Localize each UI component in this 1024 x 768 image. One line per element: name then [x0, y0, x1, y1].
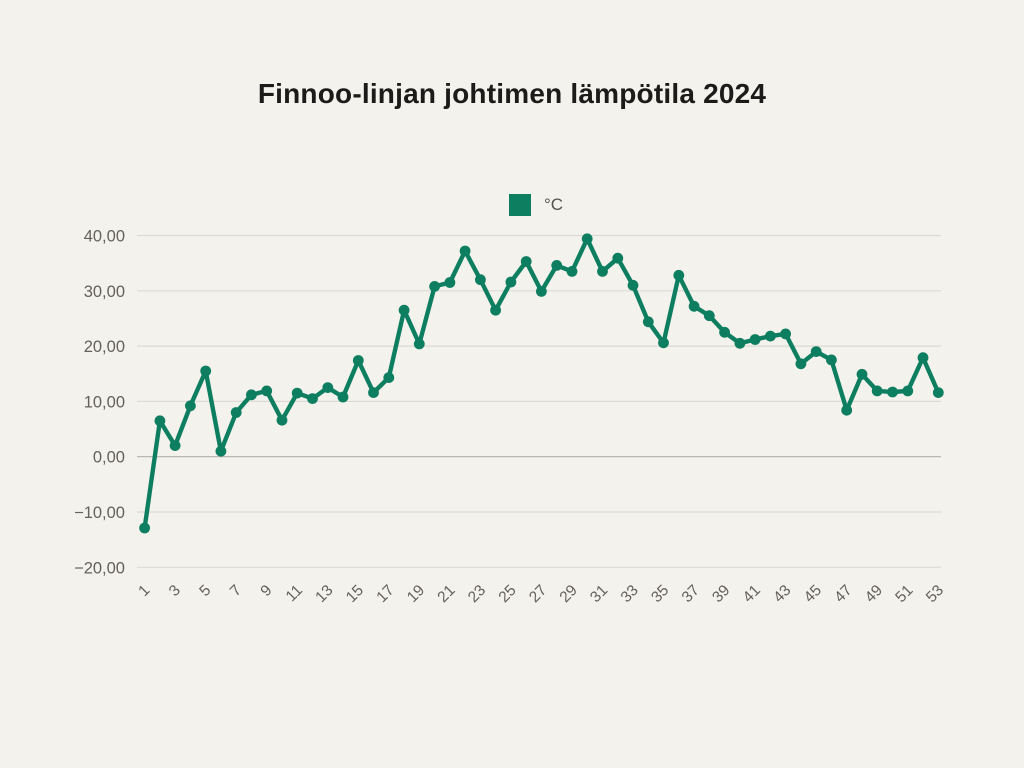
data-point	[566, 266, 578, 277]
x-tick-label: 1	[135, 582, 153, 600]
x-tick-label: 25	[496, 582, 520, 606]
data-point	[337, 391, 349, 403]
data-point	[169, 440, 181, 451]
data-point	[429, 281, 440, 292]
x-tick-label: 9	[257, 582, 275, 600]
data-point	[200, 365, 212, 377]
y-tick-label: 30,00	[84, 283, 125, 301]
x-tick-label: 33	[618, 582, 642, 606]
data-point	[398, 304, 410, 316]
data-point	[673, 269, 685, 281]
x-tick-label: 5	[196, 582, 214, 600]
data-point	[185, 400, 196, 412]
data-point	[795, 358, 807, 370]
data-point	[856, 368, 868, 380]
data-point	[581, 233, 593, 245]
data-point	[765, 330, 776, 342]
x-tick-label: 21	[434, 582, 458, 606]
data-point	[826, 354, 837, 366]
x-tick-label: 15	[343, 582, 367, 606]
data-point	[642, 316, 654, 328]
data-point	[719, 326, 730, 338]
y-tick-label: −20,00	[74, 559, 125, 577]
data-point	[230, 407, 242, 418]
x-tick-label: 51	[892, 582, 916, 606]
data-point	[597, 266, 608, 277]
data-point	[917, 352, 929, 364]
data-point	[261, 385, 273, 397]
data-point	[307, 393, 318, 404]
data-point	[459, 245, 471, 257]
data-point	[734, 337, 746, 349]
data-point	[291, 387, 303, 399]
data-point	[520, 256, 532, 267]
data-point	[276, 414, 288, 426]
chart-title: Finnoo-linjan johtimen lämpötila 2024	[257, 78, 767, 109]
data-point	[703, 310, 715, 322]
x-tick-label: 37	[679, 582, 703, 606]
data-point	[871, 385, 883, 397]
data-point	[749, 334, 761, 345]
x-tick-label: 41	[740, 582, 764, 606]
data-point	[444, 277, 456, 288]
y-tick-label: 20,00	[84, 338, 125, 356]
x-tick-label: 53	[923, 582, 947, 606]
x-tick-label: 35	[648, 582, 672, 606]
y-tick-label: 10,00	[84, 393, 125, 411]
data-point	[932, 387, 944, 398]
data-point	[780, 328, 791, 340]
x-tick-label: 23	[465, 582, 489, 606]
data-point	[475, 274, 486, 286]
x-tick-label: 27	[526, 582, 550, 606]
x-tick-label: 47	[831, 582, 855, 606]
data-point	[841, 404, 853, 416]
x-tick-label: 31	[587, 582, 611, 606]
data-point	[688, 300, 700, 312]
legend-swatch	[509, 194, 531, 216]
x-tick-label: 49	[862, 582, 886, 606]
x-tick-label: 17	[373, 582, 397, 606]
data-point	[887, 386, 898, 398]
x-tick-label: 29	[557, 582, 581, 606]
legend-label: °C	[544, 195, 564, 214]
data-point	[352, 355, 364, 366]
data-point	[246, 389, 257, 401]
temperature-line	[142, 236, 941, 531]
data-point	[536, 286, 547, 297]
data-point	[413, 338, 425, 350]
data-point	[902, 385, 914, 397]
data-point	[154, 415, 166, 427]
x-tick-label: 11	[283, 582, 306, 605]
y-tick-label: 0,00	[93, 449, 125, 467]
data-points	[139, 233, 944, 534]
y-tick-label: −10,00	[74, 504, 125, 522]
data-point	[139, 522, 151, 534]
gridlines	[137, 234, 941, 568]
x-tick-label: 7	[227, 582, 245, 600]
legend: °C	[509, 194, 563, 216]
x-tick-label: 13	[312, 582, 336, 606]
x-tick-label: 43	[770, 582, 794, 606]
x-tick-label: 19	[404, 582, 428, 606]
data-point	[658, 337, 669, 349]
data-point	[810, 346, 822, 357]
data-point	[383, 372, 395, 383]
data-point	[627, 279, 639, 291]
x-axis-labels: 1 3 5 7 9 11 13 15 17 19 21 23 25 27 29 31 33 35 37 39 41 43 4…	[135, 582, 947, 606]
data-point	[368, 387, 379, 398]
data-point	[551, 260, 563, 271]
y-axis-labels: 40,00 30,00 20,00 10,00 0,00 −10,00 −20,00	[74, 228, 125, 578]
x-tick-label: 39	[709, 582, 733, 606]
data-point	[490, 304, 501, 316]
data-point	[322, 382, 334, 393]
y-tick-label: 40,00	[84, 228, 125, 246]
data-point	[505, 276, 517, 288]
x-tick-label: 3	[166, 582, 184, 600]
x-tick-label: 45	[801, 582, 825, 606]
data-point	[612, 252, 624, 264]
data-point	[215, 445, 227, 457]
